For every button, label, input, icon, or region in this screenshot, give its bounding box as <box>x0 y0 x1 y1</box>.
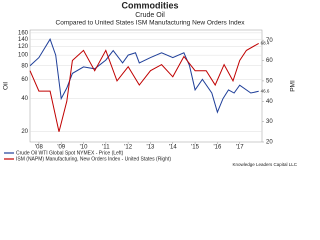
end-label: 68.4 <box>261 41 270 46</box>
x-tick-label: '13 <box>147 145 155 151</box>
x-tick-label: '15 <box>191 145 199 151</box>
x-tick-label: '17 <box>236 145 244 151</box>
x-tick-label: '09 <box>57 145 65 151</box>
x-tick-label: '16 <box>213 145 221 151</box>
chart: Commodities Crude Oil Compared to United… <box>3 0 298 167</box>
x-tick-label: '11 <box>102 145 110 151</box>
y2-tick-label: 70 <box>266 38 273 44</box>
y-tick-label: 120 <box>18 44 29 50</box>
legend-label: ISM (NAPM) Manufacturing, New Orders Ind… <box>16 156 171 162</box>
x-tick-label: '08 <box>35 145 43 151</box>
chart-subtitle: Compared to United States ISM Manufactur… <box>56 20 246 27</box>
y-tick-label: 100 <box>18 53 29 59</box>
chart-title: Commodities <box>121 0 178 10</box>
y2-tick-label: 50 <box>266 78 273 84</box>
x-tick-label: '12 <box>124 145 132 151</box>
legend-label: Crude Oil WTI Global Spot NYMEX - Price … <box>16 150 124 156</box>
y-tick-label: 80 <box>21 63 28 69</box>
series-line <box>29 38 259 114</box>
x-tick-label: '14 <box>169 145 177 151</box>
chart-subtitle: Crude Oil <box>135 12 165 19</box>
y2-tick-label: 60 <box>266 58 273 64</box>
y-axis-label: Oil <box>3 81 10 90</box>
series-line <box>29 42 259 132</box>
y-tick-label: 20 <box>21 129 28 135</box>
x-tick-label: '10 <box>80 145 88 151</box>
y-tick-label: 160 <box>18 30 29 36</box>
y-tick-label: 140 <box>18 37 29 43</box>
source: Knowledge Leaders Capital LLC <box>232 162 297 167</box>
plot-area <box>29 29 263 143</box>
y-tick-label: 40 <box>21 96 28 102</box>
y2-axis-label: PMI <box>290 80 297 92</box>
y-tick-label: 60 <box>21 77 28 83</box>
end-label: 46.6 <box>261 89 270 94</box>
y2-tick-label: 20 <box>266 140 273 146</box>
y2-tick-label: 40 <box>266 99 273 105</box>
y2-tick-label: 30 <box>266 119 273 125</box>
